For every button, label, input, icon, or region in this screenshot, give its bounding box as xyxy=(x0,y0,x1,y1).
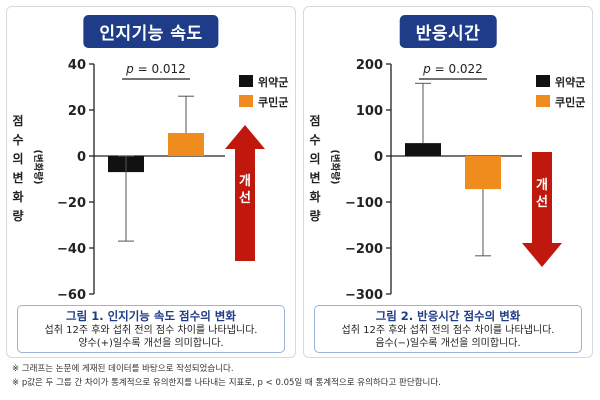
y-axis-label-char: 화 xyxy=(12,189,23,204)
chart-title: 인지기능 속도 xyxy=(83,15,219,48)
legend-swatch xyxy=(536,95,550,107)
bar-쿠민군 xyxy=(465,156,501,190)
footnote: ※ 그래프는 논문에 게재된 데이터를 바탕으로 작성되었습니다. xyxy=(12,364,234,374)
legend-label: 위약군 xyxy=(555,75,585,89)
legend-swatch xyxy=(239,75,253,87)
y-axis-label-char: 량 xyxy=(309,209,320,223)
y-tick-label: 0 xyxy=(374,150,383,165)
y-tick-label: −40 xyxy=(57,242,86,257)
caption-title: 그림 2. 반응시간 점수의 변화 xyxy=(375,309,521,323)
y-axis-label-char: 점 xyxy=(12,113,23,128)
p-value: = 0.012 xyxy=(134,62,186,76)
improvement-arrow xyxy=(225,125,265,261)
footnotes: ※ 그래프는 논문에 게재된 데이터를 바탕으로 작성되었습니다. ※ p값은 … xyxy=(12,362,441,390)
y-axis-label-char: 점 xyxy=(309,113,320,128)
y-axis-label-char: 량 xyxy=(12,209,23,223)
chart-panel-cognitive-speed: 인지기능 속도 점 수 의 변 화 량 (변화량) 40 20 0 −20 −40 −60 p = 0.0… xyxy=(6,6,296,358)
legend-swatch xyxy=(536,75,550,87)
y-axis-sublabel: (변화량) xyxy=(329,150,341,185)
p-value: = 0.022 xyxy=(431,62,483,76)
legend-swatch xyxy=(239,95,253,107)
y-axis-label-char: 변 xyxy=(309,170,320,185)
y-tick-label: 0 xyxy=(77,150,86,165)
improvement-label-char: 선 xyxy=(536,194,548,210)
figure-caption: 그림 2. 반응시간 점수의 변화 섭취 12주 후와 섭취 전의 점수 차이를… xyxy=(314,305,582,353)
improvement-label-char: 개 xyxy=(239,174,251,189)
legend-label: 쿠민군 xyxy=(258,95,288,109)
y-tick-label: −60 xyxy=(57,288,86,303)
caption-line-1: 섭취 12주 후와 섭취 전의 점수 차이를 나타냅니다. xyxy=(44,325,258,336)
improvement-arrow xyxy=(522,152,562,267)
y-axis-label-char: 화 xyxy=(309,189,320,204)
p-value-label: p = 0.022 xyxy=(422,62,483,76)
p-symbol: p xyxy=(125,62,134,76)
chart-title: 반응시간 xyxy=(399,15,497,48)
y-axis-label-char: 의 xyxy=(309,151,320,166)
y-tick-label: −100 xyxy=(345,196,383,211)
y-axis-label-char: 변 xyxy=(12,170,23,185)
improvement-label-char: 개 xyxy=(536,178,548,193)
caption-line-2: 음수(−)일수록 개선을 의미합니다. xyxy=(375,338,521,349)
y-tick-label: −300 xyxy=(345,288,383,303)
y-tick-label: 200 xyxy=(356,58,383,73)
figure-caption: 그림 1. 인지기능 속도 점수의 변화 섭취 12주 후와 섭취 전의 점수 … xyxy=(17,305,285,353)
bar-위약군 xyxy=(405,143,441,156)
y-axis-label-char: 수 xyxy=(12,133,23,147)
p-symbol: p xyxy=(422,62,431,76)
bar-쿠민군 xyxy=(168,133,204,156)
caption-line-2: 양수(+)일수록 개선을 의미합니다. xyxy=(78,338,224,349)
y-tick-label: 20 xyxy=(68,104,86,119)
chart-panel-reaction-time: 반응시간 점 수 의 변 화 량 (변화량) 200 100 0 −100 −200 −300 p = 0… xyxy=(303,6,593,358)
legend-label: 위약군 xyxy=(258,75,288,89)
caption-title: 그림 1. 인지기능 속도 점수의 변화 xyxy=(66,309,236,323)
y-axis-sublabel: (변화량) xyxy=(32,150,44,185)
y-tick-label: 100 xyxy=(356,104,383,119)
legend-label: 쿠민군 xyxy=(555,95,585,109)
caption-line-1: 섭취 12주 후와 섭취 전의 점수 차이를 나타냅니다. xyxy=(341,325,555,336)
y-axis-label-char: 의 xyxy=(12,151,23,166)
p-value-label: p = 0.012 xyxy=(125,62,186,76)
y-tick-label: −200 xyxy=(345,242,383,257)
y-tick-label: 40 xyxy=(68,58,86,73)
y-axis-label-char: 수 xyxy=(309,133,320,147)
improvement-label-char: 선 xyxy=(239,190,251,206)
y-tick-label: −20 xyxy=(57,196,86,211)
footnote: ※ p값은 두 그룹 간 차이가 통계적으로 유의한지를 나타내는 지표로, p… xyxy=(12,378,441,388)
